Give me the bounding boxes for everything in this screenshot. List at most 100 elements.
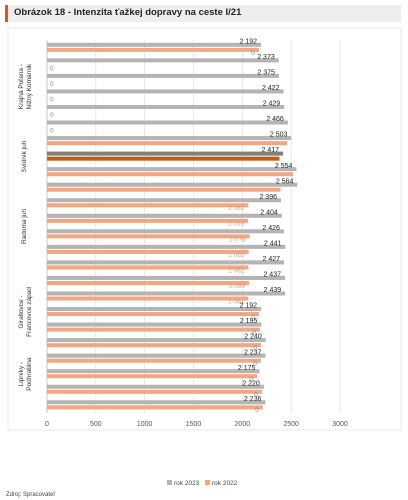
data-label-2023: 2 441 bbox=[264, 240, 282, 247]
bar-rok-2023 bbox=[47, 307, 262, 312]
data-label-2023: 2 236 bbox=[244, 396, 262, 403]
data-label-2023: 2 375 bbox=[257, 70, 275, 77]
bar-rok-2022 bbox=[47, 249, 249, 254]
group-label: Svidník juh bbox=[21, 140, 28, 172]
bar-rok-2022 bbox=[47, 343, 261, 348]
data-label-2022: 0 bbox=[252, 330, 256, 337]
bar-rok-2023 bbox=[47, 73, 279, 78]
data-label-2022: 2 062 bbox=[228, 205, 245, 212]
bar-rok-2023 bbox=[47, 120, 288, 125]
x-tick-label: 2500 bbox=[283, 421, 299, 428]
bar-rok-2022 bbox=[47, 389, 262, 394]
group-label-line: Nižný Komárnik bbox=[26, 63, 33, 109]
data-label-2023: 2 426 bbox=[262, 225, 280, 232]
bar-rok-2023 bbox=[47, 42, 262, 47]
data-label-2023: 2 422 bbox=[262, 85, 280, 92]
bar-rok-2023 bbox=[47, 198, 282, 203]
group-label: Radoma juh bbox=[21, 209, 28, 244]
legend-label: rok 2023 bbox=[174, 480, 200, 487]
bar-rok-2023 bbox=[47, 89, 284, 94]
bar-rok-2023 bbox=[47, 384, 264, 389]
bar-rok-2022 bbox=[47, 312, 259, 317]
data-label-2022: 0 bbox=[251, 50, 255, 57]
bar-rok-2023 bbox=[47, 104, 285, 110]
bar-rok-2023 bbox=[47, 136, 292, 141]
data-label-2022: 0 bbox=[50, 112, 54, 119]
bar-rok-2022 bbox=[47, 141, 288, 146]
x-tick-label: 0 bbox=[45, 421, 49, 428]
bar-rok-2023 bbox=[47, 338, 266, 343]
data-label-2023: 2 192 bbox=[240, 38, 258, 45]
data-label-2023: 2 192 bbox=[240, 303, 258, 310]
bar-rok-2022 bbox=[47, 172, 294, 177]
group-label-line: Krajná Poľana - bbox=[18, 64, 25, 109]
data-label-2022: 0 bbox=[249, 376, 253, 383]
data-label-2022: 2 076 bbox=[229, 236, 246, 243]
group-label: Krajná Poľana -Nižný Komárnik bbox=[18, 63, 33, 109]
x-tick-label: 2000 bbox=[235, 421, 251, 428]
group-label-line: Podhrabina bbox=[26, 357, 33, 391]
chart-area-border bbox=[7, 27, 402, 431]
data-label-2022: 0 bbox=[50, 81, 54, 88]
data-label-2023: 2 373 bbox=[257, 54, 275, 61]
data-label-2023: 2 503 bbox=[270, 132, 288, 139]
source-note: Zdroj: Spracovateľ bbox=[6, 492, 56, 498]
bar-rok-2023 bbox=[47, 182, 298, 187]
x-tick-label: 1000 bbox=[137, 421, 153, 428]
figure-title-bar: Obrázok 18 - Intenzita ťažkej dopravy na… bbox=[5, 5, 401, 22]
data-label-2023: 2 404 bbox=[260, 209, 278, 216]
bar-rok-2023 bbox=[47, 353, 266, 358]
data-label-2023: 2 240 bbox=[244, 334, 262, 341]
data-label-2022: 0 bbox=[50, 127, 54, 134]
legend-swatch bbox=[167, 480, 172, 485]
bar-rok-2022 bbox=[47, 374, 257, 379]
bar-rok-2023 bbox=[47, 369, 260, 374]
data-label-2022: 2 062 bbox=[228, 267, 245, 274]
bar-rok-2023 bbox=[47, 244, 286, 249]
group-label-line: Lipníky - bbox=[18, 362, 25, 387]
bar-rok-2023 bbox=[47, 151, 284, 156]
bar-rok-2022 bbox=[47, 156, 280, 161]
group-label-line: Francovce západ bbox=[26, 287, 33, 337]
data-label-2023: 2 564 bbox=[276, 178, 294, 185]
x-tick-label: 500 bbox=[90, 421, 102, 428]
bar-rok-2022 bbox=[47, 327, 260, 332]
bar-rok-2022 bbox=[47, 218, 249, 223]
data-label-2023: 2 237 bbox=[244, 349, 262, 356]
data-label-2023: 2 220 bbox=[242, 380, 260, 387]
data-label-2023: 2 396 bbox=[259, 194, 277, 201]
data-label-2022: 0 bbox=[50, 65, 54, 72]
data-label-2023: 2 437 bbox=[263, 272, 281, 279]
bar-rok-2022 bbox=[47, 265, 249, 270]
bar-rok-2023 bbox=[47, 322, 262, 327]
bar-rok-2023 bbox=[47, 400, 266, 405]
group-label: Giraltovce -Francovce západ bbox=[18, 287, 33, 337]
data-label-2022: 2 065 bbox=[228, 252, 245, 259]
bar-rok-2022 bbox=[47, 405, 263, 410]
bar-rok-2022 bbox=[47, 358, 261, 363]
data-label-2022: 0 bbox=[50, 96, 54, 103]
data-label-2023: 2 439 bbox=[264, 287, 282, 294]
data-label-2023: 2 417 bbox=[262, 147, 280, 154]
bar-rok-2022 bbox=[47, 47, 259, 52]
bar-rok-2023 bbox=[47, 260, 285, 265]
data-label-2022: 0 bbox=[255, 407, 259, 414]
data-label-2022: 2 059 bbox=[228, 221, 245, 228]
bar-rok-2023 bbox=[47, 167, 297, 172]
legend-swatch bbox=[205, 480, 210, 485]
bar-rok-2022 bbox=[47, 187, 281, 192]
group-label-line: Giraltovce - bbox=[18, 295, 25, 328]
data-label-2023: 2 175 bbox=[238, 365, 256, 372]
bar-rok-2022 bbox=[47, 280, 250, 286]
data-label-2022: 0 bbox=[251, 314, 255, 321]
data-label-2023: 2 466 bbox=[266, 116, 284, 123]
bar-rok-2023 bbox=[47, 275, 286, 280]
x-tick-label: 1500 bbox=[186, 421, 202, 428]
data-label-2022: 2 061 bbox=[228, 298, 245, 305]
bar-rok-2022 bbox=[47, 203, 249, 208]
bar-rok-2023 bbox=[47, 58, 279, 63]
bar-rok-2023 bbox=[47, 291, 286, 296]
data-label-2022: 0 bbox=[253, 345, 257, 352]
bar-rok-2023 bbox=[47, 213, 282, 218]
